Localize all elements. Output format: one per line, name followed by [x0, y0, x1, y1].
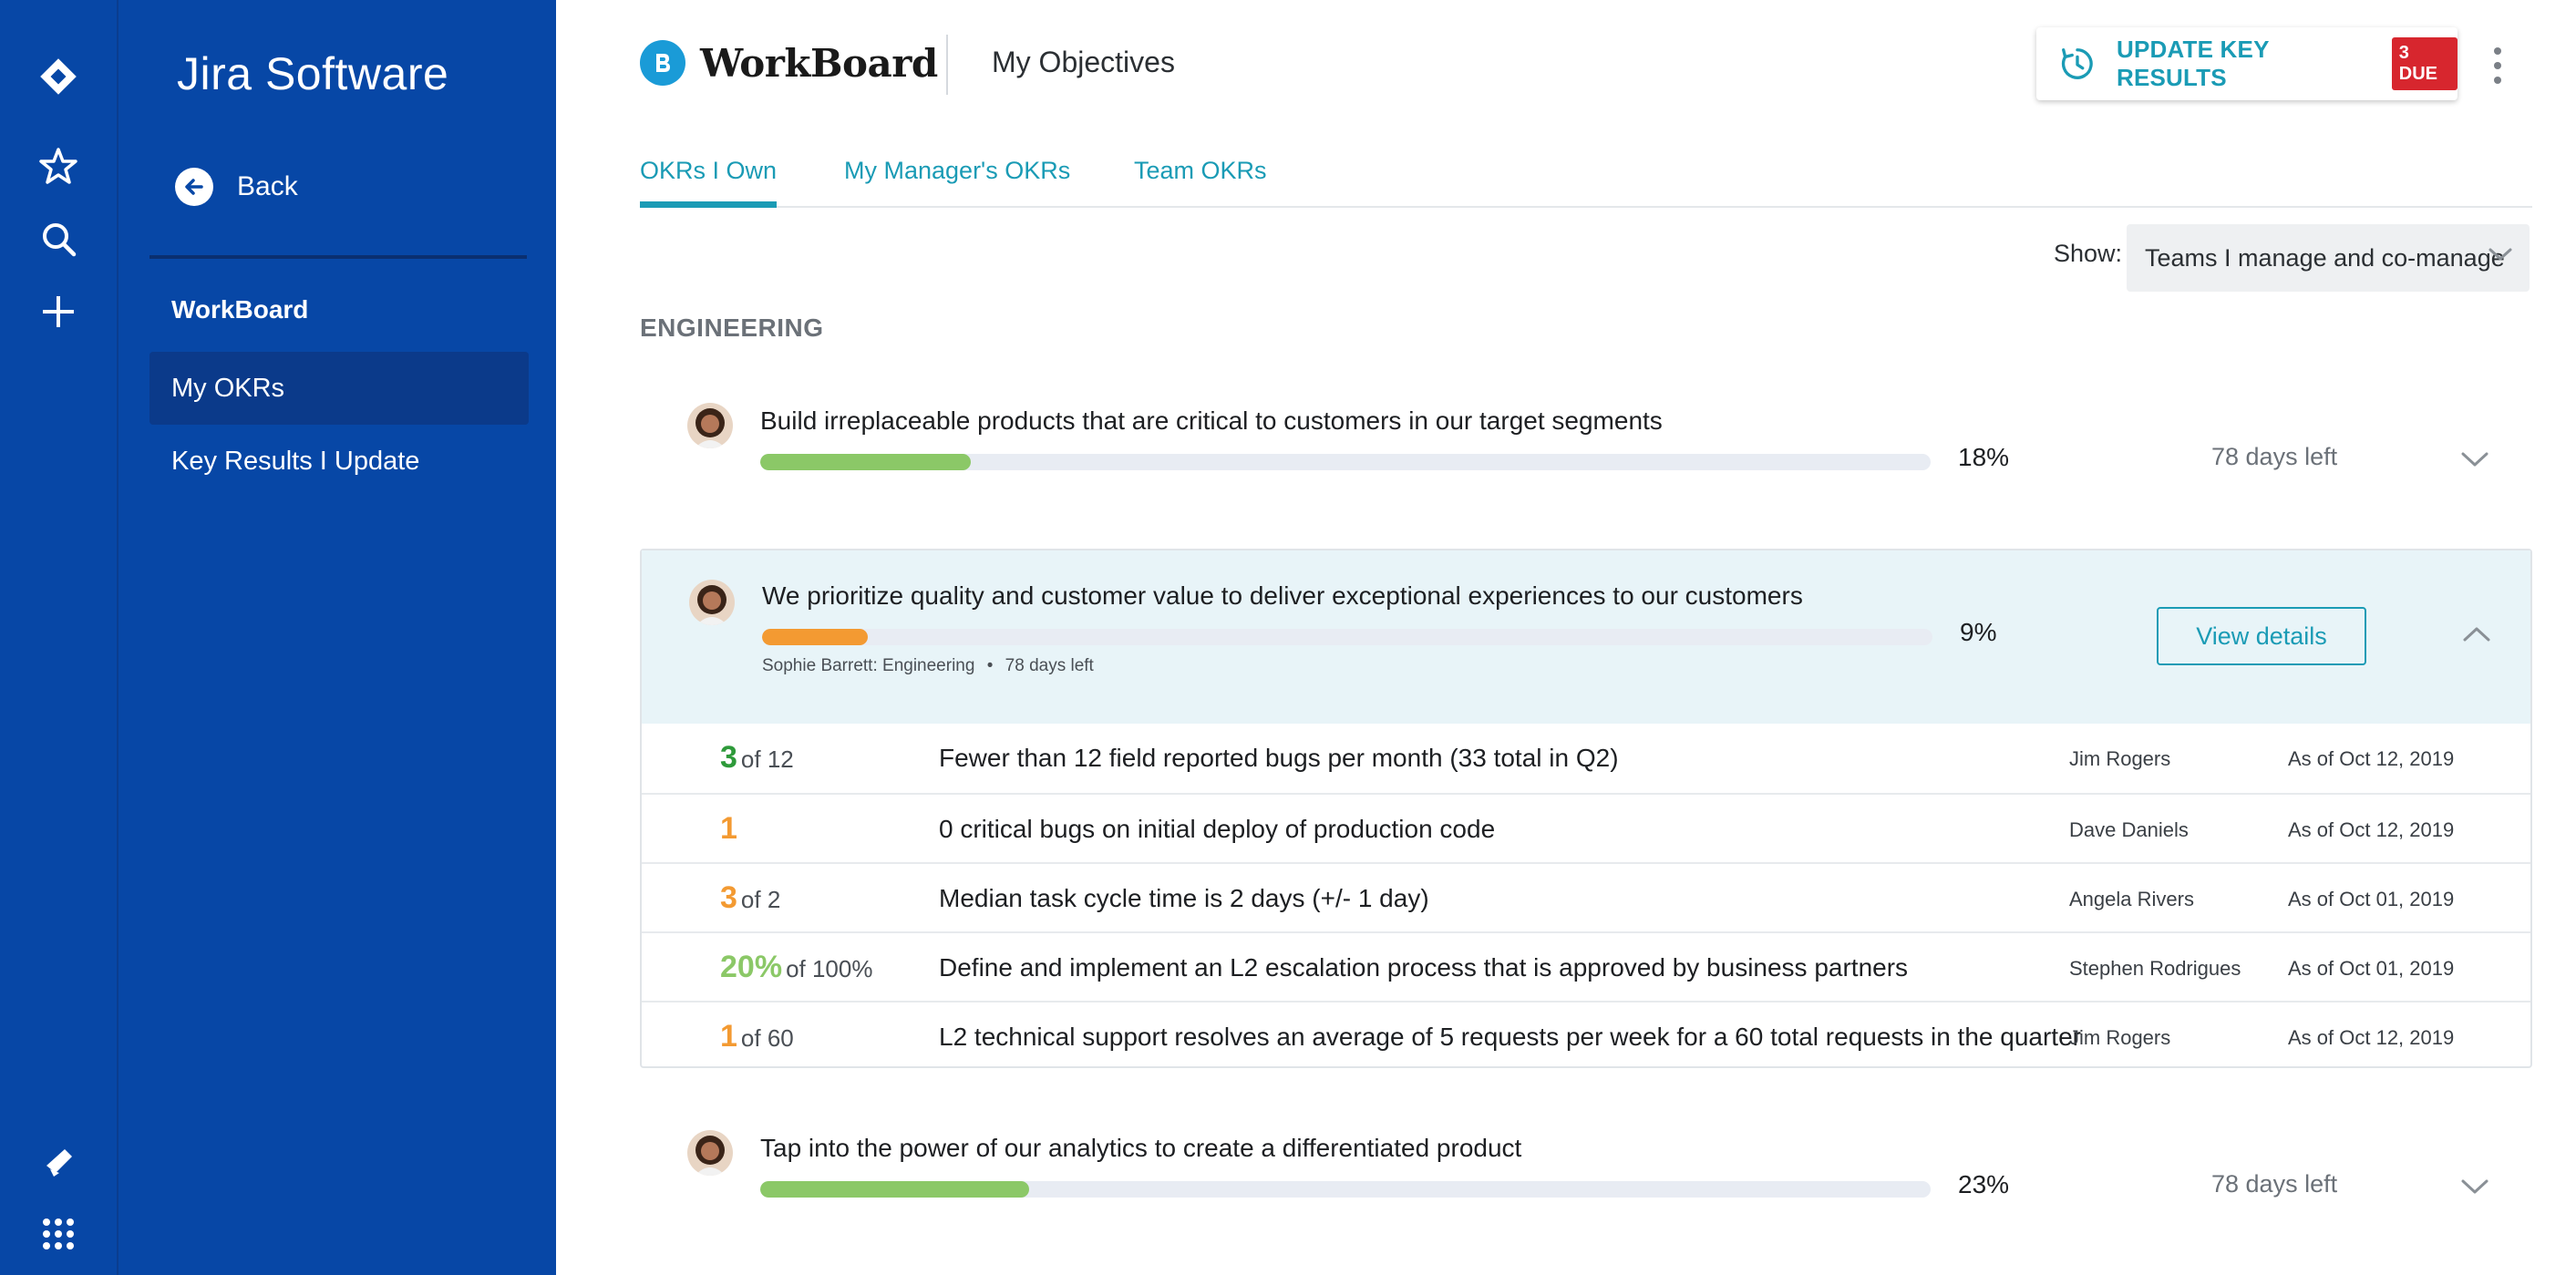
group-label: ENGINEERING	[640, 314, 824, 342]
key-result-date: As of Oct 12, 2019	[2288, 1026, 2455, 1049]
key-result-current: 20%	[720, 950, 783, 984]
arrow-left-icon	[175, 168, 213, 206]
jira-logo-icon[interactable]	[35, 53, 82, 100]
search-icon[interactable]	[35, 215, 82, 262]
objective-percent: 23%	[1958, 1170, 2010, 1198]
key-result-text: 0 critical bugs on initial deploy of pro…	[939, 815, 1496, 843]
key-result-row[interactable]: 3 of 12 Fewer than 12 field reported bugs …	[642, 724, 2530, 793]
key-result-row[interactable]: 20% of 100% Define and implement an L2 esc…	[642, 931, 2530, 1001]
objective-days-left: 78 days left	[2211, 443, 2338, 470]
header-separator	[946, 35, 948, 95]
key-result-value: 3 of 12	[720, 740, 794, 776]
key-result-value: 3 of 2	[720, 880, 780, 916]
key-result-date: As of Oct 01, 2019	[2288, 957, 2455, 980]
key-result-owner: Angela Rivers	[2069, 888, 2194, 910]
key-result-value: 20% of 100%	[720, 950, 872, 985]
objective-row[interactable]: We prioritize quality and customer value…	[642, 550, 2530, 724]
avatar	[687, 1130, 733, 1176]
objective-progress-bar	[760, 1181, 1931, 1198]
star-icon[interactable]	[35, 142, 82, 190]
sidebar-item-my-okrs[interactable]: My OKRs	[149, 352, 529, 425]
key-result-date: As of Oct 01, 2019	[2288, 888, 2455, 910]
chevron-up-icon[interactable]	[2461, 625, 2492, 643]
objective-days-left: 78 days left	[2211, 1170, 2338, 1198]
key-result-target: of 2	[740, 886, 781, 913]
key-result-target: of 100%	[786, 955, 873, 982]
show-filter-value: Teams I manage and co-manage	[2145, 243, 2505, 272]
workboard-logo-icon	[640, 40, 685, 86]
key-result-owner: Jim Rogers	[2069, 747, 2171, 770]
view-details-button[interactable]: View details	[2157, 607, 2366, 665]
key-result-owner: Dave Daniels	[2069, 818, 2189, 841]
objective-percent: 9%	[1960, 618, 1997, 646]
key-result-row[interactable]: 1 of 60 L2 technical support resolves an a…	[642, 1001, 2530, 1070]
tab-my-managers-okrs[interactable]: My Manager's OKRs	[844, 157, 1071, 184]
objective-title: We prioritize quality and customer value…	[762, 581, 1803, 610]
more-options-icon[interactable]	[2488, 47, 2507, 84]
objective-row[interactable]: Tap into the power of our analytics to c…	[640, 1125, 2532, 1243]
objective-row[interactable]: Build irreplaceable products that are cr…	[640, 397, 2532, 516]
key-result-row[interactable]: 3 of 2 Median task cycle time is 2 days (+…	[642, 862, 2530, 931]
avatar	[689, 580, 735, 625]
key-result-owner: Stephen Rodrigues	[2069, 957, 2241, 980]
objective-meta: Sophie Barrett: Engineering • 78 days le…	[762, 656, 1094, 675]
back-link[interactable]: Back	[175, 168, 298, 206]
key-result-text: L2 technical support resolves an average…	[939, 1023, 2081, 1051]
progress-fill	[762, 629, 868, 645]
page-title: My Objectives	[992, 46, 1175, 78]
sidebar-item-key-results-i-update[interactable]: Key Results I Update	[171, 446, 420, 476]
objective-progress-bar	[762, 629, 1932, 645]
update-key-results-button[interactable]: UPDATE KEY RESULTS 3 DUE	[2036, 27, 2458, 100]
app-grid-icon[interactable]	[35, 1210, 82, 1258]
objective-owner: Sophie Barrett: Engineering	[762, 656, 975, 675]
back-label: Back	[237, 171, 298, 201]
key-result-target: of 60	[740, 1024, 794, 1052]
objective-percent: 18%	[1958, 443, 2010, 471]
objective-title: Tap into the power of our analytics to c…	[760, 1134, 1522, 1162]
objective-expanded-card: We prioritize quality and customer value…	[640, 549, 2532, 1068]
product-name: Jira Software	[177, 48, 449, 99]
megaphone-icon[interactable]	[35, 1137, 82, 1185]
chevron-down-icon[interactable]	[2459, 1177, 2490, 1196]
tab-okrs-i-own[interactable]: OKRs I Own	[640, 157, 778, 208]
key-result-target: of 12	[740, 745, 794, 773]
objective-progress-bar	[760, 454, 1931, 470]
sidebar-section-title: WorkBoard	[171, 295, 309, 324]
avatar	[687, 403, 733, 448]
progress-fill	[760, 454, 972, 470]
key-result-current: 3	[720, 880, 737, 915]
show-filter-label: Show:	[2054, 240, 2123, 267]
tab-team-okrs[interactable]: Team OKRs	[1134, 157, 1267, 184]
objective-meta-days: 78 days left	[1005, 656, 1094, 675]
okr-tabs: OKRs I Own My Manager's OKRs Team OKRs	[640, 157, 2532, 208]
key-result-date: As of Oct 12, 2019	[2288, 747, 2455, 770]
key-result-row[interactable]: 1 0 critical bugs on initial deploy of pr…	[642, 793, 2530, 862]
key-result-value: 1 of 60	[720, 1019, 794, 1054]
global-nav-rail	[0, 0, 117, 1275]
key-result-text: Fewer than 12 field reported bugs per mo…	[939, 744, 1619, 772]
key-result-text: Median task cycle time is 2 days (+/- 1 …	[939, 884, 1429, 912]
project-sidebar: Jira Software Back WorkBoard My OKRs Key…	[117, 0, 556, 1275]
key-result-date: As of Oct 12, 2019	[2288, 818, 2455, 841]
sidebar-divider	[149, 255, 527, 259]
due-badge: 3 DUE	[2391, 37, 2458, 90]
key-result-text: Define and implement an L2 escalation pr…	[939, 953, 1909, 982]
progress-fill	[760, 1181, 1030, 1198]
show-filter-select[interactable]: Teams I manage and co-manage	[2127, 224, 2530, 292]
key-result-owner: Jim Rogers	[2069, 1026, 2171, 1049]
brand-name: WorkBoard	[700, 40, 938, 86]
chevron-down-icon	[2488, 248, 2512, 261]
chevron-down-icon[interactable]	[2459, 450, 2490, 468]
key-result-current: 3	[720, 740, 737, 775]
update-key-results-label: UPDATE KEY RESULTS	[2116, 36, 2270, 91]
workboard-brand: WorkBoard	[640, 40, 938, 86]
key-result-current: 1	[720, 1019, 737, 1054]
refresh-clock-icon	[2061, 48, 2093, 79]
key-result-current: 1	[720, 811, 737, 846]
main-content: WorkBoard My Objectives UPDATE KEY RESUL…	[640, 0, 2532, 1275]
plus-icon[interactable]	[35, 288, 82, 335]
objective-title: Build irreplaceable products that are cr…	[760, 406, 1663, 435]
key-result-value: 1	[720, 811, 741, 847]
